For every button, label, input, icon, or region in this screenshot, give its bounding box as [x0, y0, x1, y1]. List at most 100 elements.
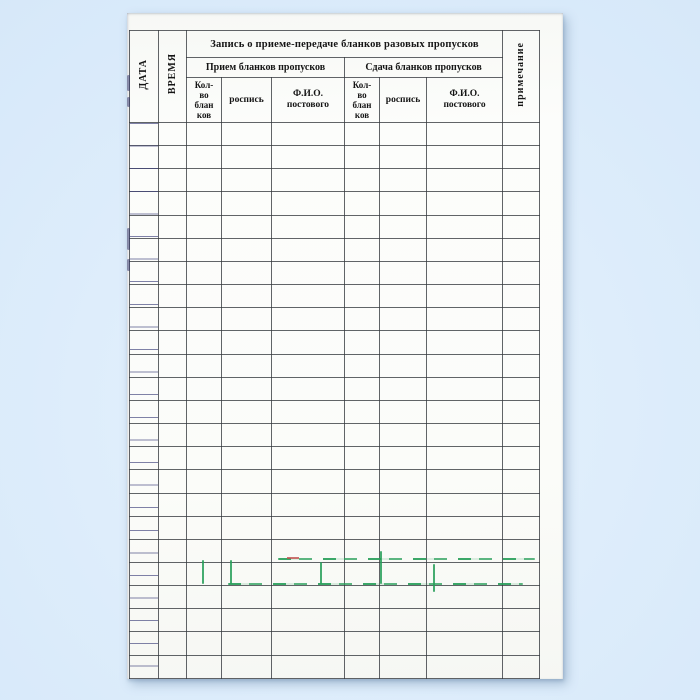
body-cell — [425, 399, 504, 425]
body-cell — [221, 469, 272, 494]
body-cell — [425, 515, 504, 540]
body-cell — [271, 561, 345, 587]
body-row — [129, 168, 541, 193]
body-cell — [502, 608, 541, 633]
body-cell — [186, 307, 222, 332]
body-cell — [379, 237, 427, 262]
body-cell — [425, 446, 504, 471]
column-header-sign-receive: роспись — [221, 77, 272, 123]
body-cell — [379, 585, 427, 610]
body-cell — [158, 260, 187, 286]
body-cell — [379, 353, 427, 378]
body-row — [129, 446, 541, 471]
body-cell — [379, 145, 427, 170]
body-cell — [425, 191, 504, 216]
body-cell — [129, 492, 159, 517]
body-cell — [186, 191, 222, 216]
body-cell — [344, 145, 380, 170]
body-cell — [221, 330, 272, 355]
body-cell — [158, 284, 187, 309]
body-cell — [158, 561, 187, 587]
body-row — [129, 191, 541, 216]
body-cell — [271, 446, 345, 471]
body-cell — [186, 214, 222, 239]
body-row — [129, 608, 541, 633]
body-cell — [129, 399, 159, 425]
body-cell — [344, 561, 380, 587]
body-row — [129, 492, 541, 517]
body-row — [129, 260, 541, 286]
body-cell — [502, 307, 541, 332]
body-cell — [158, 214, 187, 239]
column-header-sign-handover: роспись — [379, 77, 427, 123]
body-cell — [425, 353, 504, 378]
body-cell — [271, 214, 345, 239]
body-cell — [129, 446, 159, 471]
body-cell — [186, 423, 222, 448]
body-row — [129, 469, 541, 494]
body-cell — [221, 538, 272, 563]
body-cell — [271, 376, 345, 401]
body-cell — [502, 399, 541, 425]
column-header-note: примечание — [502, 30, 541, 123]
body-cell — [221, 260, 272, 286]
body-cell — [221, 353, 272, 378]
body-cell — [129, 515, 159, 540]
body-cell — [379, 307, 427, 332]
body-cell — [186, 469, 222, 494]
body-cell — [425, 260, 504, 286]
body-cell — [344, 284, 380, 309]
body-cell — [221, 423, 272, 448]
body-cell — [221, 561, 272, 587]
body-cell — [502, 353, 541, 378]
body-cell — [502, 168, 541, 193]
body-cell — [158, 399, 187, 425]
body-cell — [344, 214, 380, 239]
body-cell — [271, 608, 345, 633]
body-cell — [186, 515, 222, 540]
body-cell — [344, 423, 380, 448]
body-row — [129, 538, 541, 563]
header-row-sections: Прием бланков пропусков Сдача бланков пр… — [130, 57, 540, 78]
column-header-time: ВРЕМЯ — [158, 30, 187, 123]
body-cell — [425, 423, 504, 448]
body-cell — [502, 260, 541, 286]
body-cell — [425, 307, 504, 332]
body-cell — [502, 561, 541, 587]
body-cell — [158, 469, 187, 494]
body-cell — [221, 191, 272, 216]
body-cell — [186, 399, 222, 425]
body-cell — [221, 608, 272, 633]
body-cell — [158, 423, 187, 448]
body-cell — [158, 515, 187, 540]
date-label: ДАТА — [138, 58, 149, 90]
body-cell — [271, 330, 345, 355]
body-cell — [502, 145, 541, 170]
body-cell — [502, 654, 541, 679]
body-cell — [186, 121, 222, 147]
body-cell — [344, 469, 380, 494]
body-cell — [379, 168, 427, 193]
pass-blanks-ledger-table: ДАТА ВРЕМЯ Запись о приеме-передаче блан… — [129, 30, 541, 679]
body-row — [129, 423, 541, 448]
body-cell — [379, 608, 427, 633]
body-cell — [221, 515, 272, 540]
body-cell — [186, 376, 222, 401]
body-cell — [129, 608, 159, 633]
body-cell — [221, 492, 272, 517]
body-row — [129, 654, 541, 679]
body-cell — [158, 492, 187, 517]
body-cell — [221, 399, 272, 425]
body-cell — [344, 237, 380, 262]
body-cell — [158, 330, 187, 355]
body-cell — [344, 608, 380, 633]
body-cell — [129, 214, 159, 239]
body-cell — [502, 423, 541, 448]
body-cell — [379, 330, 427, 355]
body-cell — [425, 121, 504, 147]
body-cell — [425, 654, 504, 679]
body-cell — [186, 284, 222, 309]
body-row — [129, 145, 541, 170]
body-cell — [344, 492, 380, 517]
